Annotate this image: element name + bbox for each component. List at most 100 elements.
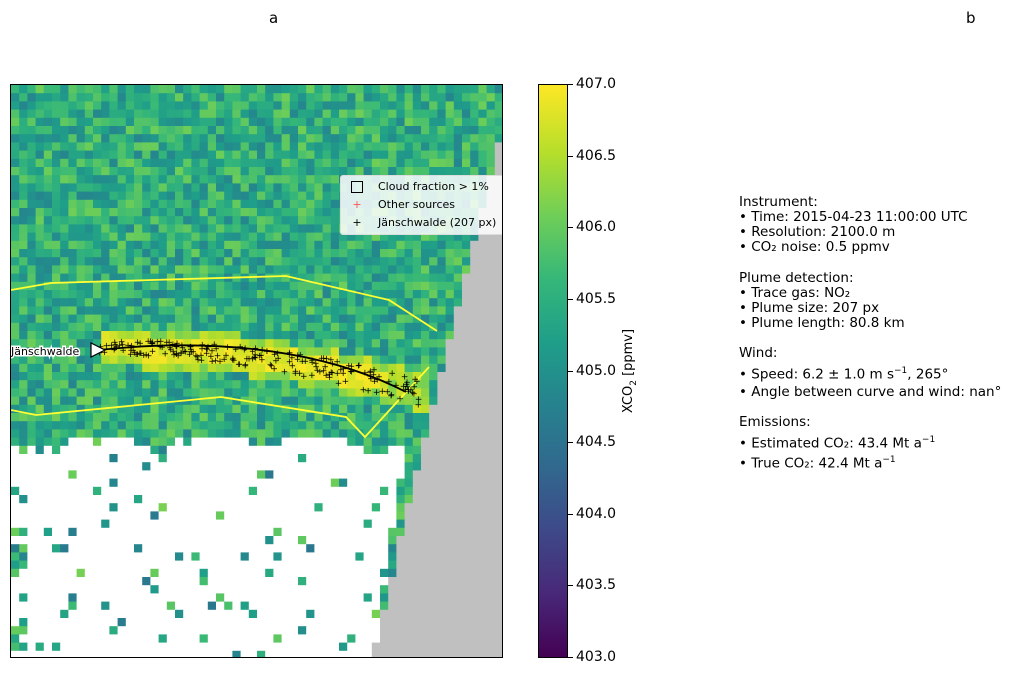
xco2-pixel	[216, 577, 225, 586]
xco2-pixel	[322, 552, 332, 562]
xco2-pixel	[166, 380, 176, 389]
xco2-pixel	[109, 470, 119, 480]
xco2-pixel	[453, 593, 463, 603]
xco2-pixel	[396, 331, 406, 340]
xco2-pixel	[109, 429, 119, 439]
xco2-pixel	[429, 380, 438, 389]
xco2-pixel	[478, 650, 488, 657]
xco2-pixel	[68, 142, 78, 152]
xco2-pixel	[371, 347, 381, 357]
xco2-pixel	[396, 126, 406, 135]
xco2-pixel	[68, 462, 78, 471]
xco2-pixel	[134, 413, 143, 422]
xco2-pixel	[380, 478, 389, 488]
xco2-pixel	[101, 519, 110, 529]
xco2-pixel	[232, 544, 242, 553]
xco2-pixel	[298, 306, 307, 316]
xco2-pixel	[142, 314, 151, 324]
plume-pixel-marker: +	[405, 387, 413, 397]
xco2-pixel	[183, 413, 192, 422]
xco2-pixel	[257, 568, 266, 578]
xco2-pixel	[347, 585, 356, 594]
xco2-pixel	[52, 429, 61, 439]
xco2-pixel	[421, 167, 430, 176]
xco2-pixel	[68, 421, 78, 430]
xco2-pixel	[60, 568, 69, 578]
xco2-pixel	[199, 150, 209, 160]
xco2-pixel	[273, 298, 283, 307]
xco2-pixel	[125, 249, 135, 258]
xco2-pixel	[191, 609, 201, 619]
wind-title: Wind:	[739, 345, 778, 361]
xco2-pixel	[19, 454, 28, 463]
xco2-pixel	[183, 167, 192, 176]
xco2-pixel	[101, 249, 110, 258]
xco2-pixel	[240, 85, 250, 94]
xco2-pixel	[265, 199, 274, 209]
xco2-pixel	[76, 339, 86, 348]
xco2-pixel	[60, 585, 69, 594]
xco2-pixel	[404, 527, 414, 537]
xco2-pixel	[101, 495, 110, 504]
xco2-pixel	[166, 650, 176, 657]
xco2-pixel	[453, 347, 463, 357]
xco2-pixel	[330, 134, 340, 143]
xco2-pixel	[52, 314, 61, 324]
xco2-pixel	[191, 454, 201, 463]
xco2-pixel	[289, 363, 299, 373]
xco2-pixel	[224, 642, 233, 652]
xco2-pixel	[453, 404, 463, 414]
xco2-pixel	[322, 216, 332, 225]
xco2-pixel	[355, 601, 365, 611]
xco2-pixel	[265, 437, 274, 447]
xco2-pixel	[281, 560, 291, 570]
xco2-pixel	[330, 167, 340, 176]
xco2-pixel	[404, 478, 414, 488]
xco2-pixel	[134, 240, 143, 250]
xco2-pixel	[453, 429, 463, 439]
xco2-pixel	[314, 650, 324, 657]
xco2-pixel	[248, 126, 258, 135]
xco2-pixel	[404, 134, 414, 143]
xco2-pixel	[306, 593, 315, 603]
plume-pixel-marker: +	[108, 341, 116, 351]
xco2-pixel	[453, 445, 463, 455]
xco2-pixel	[216, 257, 225, 266]
xco2-pixel	[388, 150, 397, 160]
xco2-pixel	[175, 322, 184, 332]
xco2-pixel	[371, 454, 381, 463]
xco2-pixel	[84, 101, 94, 111]
xco2-pixel	[191, 486, 201, 496]
xco2-pixel	[380, 544, 389, 553]
xco2-pixel	[183, 290, 192, 299]
xco2-pixel	[199, 167, 209, 176]
xco2-pixel	[273, 552, 283, 562]
xco2-pixel	[437, 577, 447, 586]
xco2-pixel	[404, 445, 414, 455]
xco2-pixel	[199, 609, 209, 619]
xco2-pixel	[281, 273, 291, 283]
plume-pixel-marker: +	[321, 363, 329, 373]
xco2-pixel	[339, 593, 348, 603]
xco2-pixel	[224, 372, 233, 381]
xco2-pixel	[158, 536, 168, 545]
xco2-pixel	[60, 232, 69, 242]
xco2-pixel	[494, 634, 502, 644]
xco2-pixel	[93, 126, 102, 135]
xco2-pixel	[437, 314, 447, 324]
xco2-pixel	[380, 134, 389, 143]
xco2-pixel	[248, 363, 258, 373]
xco2-pixel	[347, 486, 356, 496]
xco2-pixel	[134, 519, 143, 529]
xco2-pixel	[306, 388, 315, 398]
xco2-pixel	[19, 93, 28, 102]
xco2-pixel	[101, 150, 110, 160]
xco2-pixel	[27, 150, 37, 160]
xco2-pixel	[125, 175, 135, 184]
xco2-pixel	[52, 101, 61, 111]
xco2-pixel	[43, 306, 53, 316]
xco2-pixel	[388, 495, 397, 504]
xco2-pixel	[339, 339, 348, 348]
xco2-pixel	[412, 257, 422, 266]
xco2-pixel	[207, 322, 217, 332]
